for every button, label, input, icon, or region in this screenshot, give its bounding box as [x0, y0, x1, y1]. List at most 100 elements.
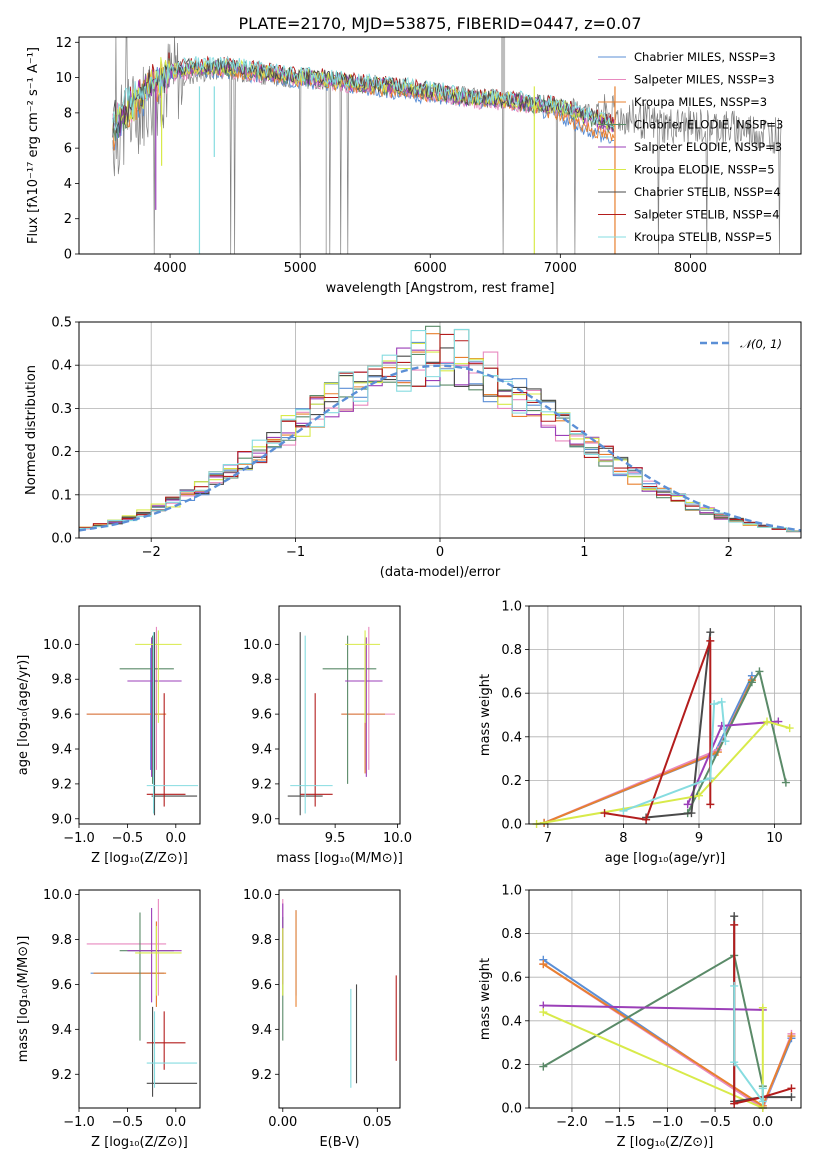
y-tick-label: 9.4 — [51, 743, 72, 758]
x-tick-label: 9.5 — [325, 831, 346, 846]
mass-weight-marker — [695, 791, 703, 800]
y-tick-label: 0 — [64, 248, 72, 263]
y-tick-label: 0.8 — [501, 927, 522, 942]
x-tick-label: 0.0 — [165, 831, 186, 846]
mass-weight-marker — [539, 1062, 548, 1071]
axes-frame — [78, 605, 201, 825]
legend-entry: 𝒩(0, 1) — [740, 337, 782, 351]
x-tick-label: −0.5 — [699, 1115, 731, 1130]
y-tick-label: 2 — [64, 212, 72, 227]
x-tick-label: 0.05 — [363, 1115, 392, 1130]
age-vs-mass-panel: 9.5 10.0 9.0 9.2 9.4 9.6 9.8 10.0 mass [log₁₀(M/… — [243, 605, 412, 866]
mass-weight-marker — [747, 678, 756, 687]
y-tick-label: 0.2 — [51, 445, 72, 460]
mass-weight-marker — [706, 800, 715, 809]
x-axis-label: E(B-V) — [319, 1135, 359, 1150]
mass-weight-marker — [763, 717, 771, 726]
mass-weight-marker — [758, 1097, 767, 1106]
mass-weight-marker — [642, 815, 651, 824]
mass-vs-z-panel: −1.0 −0.5 0.0 9.2 9.4 9.6 9.8 10.0 Z [log₁₀(Z/Z⊙… — [16, 888, 201, 1150]
mass-weight-marker — [706, 774, 715, 783]
y-axis-label: Flux [fλ10⁻¹⁷ erg cm⁻² s⁻¹ A⁻¹] — [26, 47, 41, 244]
y-tick-label: 9.6 — [51, 978, 72, 993]
mass-weight-line — [542, 1007, 764, 1110]
y-tick-label: 12 — [55, 36, 72, 51]
y-tick-label: 0.1 — [51, 488, 72, 503]
model-spectrum-kroupa-stelib — [112, 55, 615, 131]
y-tick-label: 0.6 — [501, 687, 522, 702]
y-tick-label: 9.6 — [251, 708, 272, 723]
y-tick-label: 9.4 — [251, 743, 272, 758]
histogram-salpeter-stelib — [79, 333, 801, 532]
mass-weight-marker — [730, 920, 739, 929]
legend-entry: Kroupa ELODIE, NSSP=5 — [634, 163, 775, 177]
y-tick-label: 0.4 — [501, 730, 522, 745]
x-tick-label: −0.5 — [112, 1115, 144, 1130]
y-axis-label: age [log₁₀(age/yr)] — [16, 655, 31, 776]
y-axis-label: mass weight — [478, 958, 493, 1040]
mass-weight-line — [543, 1004, 763, 1011]
mass-weight-marker — [706, 628, 715, 637]
mass-weight-marker — [539, 960, 548, 969]
massweight-vs-z-panel: −2.0 −1.5 −1.0 −0.5 0.0 0.0 0.2 0.4 0.6 0.8 1.0 Z [… — [478, 884, 802, 1150]
y-tick-label: 9.8 — [51, 673, 72, 688]
y-tick-label: 0.0 — [501, 1102, 522, 1117]
y-tick-label: 10.0 — [243, 888, 272, 903]
y-tick-label: 0.4 — [501, 1014, 522, 1029]
mass-weight-line — [604, 640, 712, 821]
y-tick-label: 0.2 — [501, 1058, 522, 1073]
spectrum-legend: Chabrier MILES, NSSP=3 Salpeter MILES, NS… — [598, 50, 783, 244]
y-tick-label: 0.0 — [51, 532, 72, 547]
y-tick-label: 0.2 — [501, 774, 522, 789]
mass-weight-marker — [781, 778, 790, 787]
x-tick-label: −1.0 — [652, 1115, 684, 1130]
legend-entry: Chabrier MILES, NSSP=3 — [634, 50, 776, 64]
legend-entry: Salpeter STELIB, NSSP=4 — [634, 208, 780, 222]
y-tick-label: 9.6 — [51, 708, 72, 723]
x-tick-label: 10.0 — [383, 831, 412, 846]
mass-weight-line — [536, 720, 790, 825]
y-axis-label: mass [log₁₀(M/M⊙)] — [16, 936, 31, 1063]
x-axis-label: Z [log₁₀(Z/Z⊙)] — [617, 1135, 714, 1150]
x-tick-label: 6000 — [414, 261, 447, 276]
legend-entry: Kroupa MILES, NSSP=3 — [634, 95, 767, 109]
y-tick-label: 10 — [55, 71, 72, 86]
mass-vs-ebv-panel: 0.00 0.05 9.2 9.4 9.6 9.8 10.0 E(B-V) — [243, 888, 401, 1150]
y-tick-label: 1.0 — [501, 600, 522, 615]
mass-weight-marker — [758, 1003, 767, 1012]
x-tick-label: −2.0 — [556, 1115, 588, 1130]
axes-frame — [78, 321, 802, 539]
y-tick-label: 6 — [64, 142, 72, 157]
mass-weight-marker — [730, 981, 739, 990]
y-tick-label: 9.8 — [251, 933, 272, 948]
axes-frame — [78, 36, 802, 255]
mass-weight-marker — [683, 800, 692, 809]
residual-histogram-panel: −2 −1 0 1 2 0.0 0.1 0.2 0.3 0.4 0.5 (data-model)/er… — [24, 316, 802, 580]
y-tick-label: 0.0 — [501, 818, 522, 833]
mass-weight-marker — [787, 1093, 796, 1102]
mass-weight-marker — [717, 697, 726, 706]
x-tick-label: −0.5 — [112, 831, 144, 846]
y-tick-label: 0.4 — [51, 359, 72, 374]
y-tick-label: 10.0 — [243, 638, 272, 653]
y-tick-label: 9.2 — [251, 777, 272, 792]
y-tick-label: 10.0 — [43, 638, 72, 653]
y-tick-label: 9.2 — [51, 1068, 72, 1083]
x-tick-label: 0.0 — [752, 1115, 773, 1130]
mass-weight-marker — [730, 1099, 739, 1108]
axes-frame — [528, 605, 802, 825]
y-tick-label: 9.8 — [251, 673, 272, 688]
mass-weight-line — [686, 668, 787, 814]
mass-weight-marker — [619, 806, 628, 815]
mass-weight-marker — [687, 809, 696, 818]
x-tick-label: 8000 — [674, 261, 707, 276]
legend-entry: Chabrier STELIB, NSSP=4 — [634, 185, 781, 199]
figure-title: PLATE=2170, MJD=53875, FIBERID=0447, z=0… — [238, 14, 641, 33]
legend-entry: Salpeter ELODIE, NSSP=3 — [634, 140, 782, 154]
y-tick-label: 4 — [64, 177, 72, 192]
legend-entry: Kroupa STELIB, NSSP=5 — [634, 230, 772, 244]
age-vs-z-panel: −1.0 −0.5 0.0 9.0 9.2 9.4 9.6 9.8 10.0 Z [log₁₀(Z… — [16, 605, 201, 866]
x-tick-label: 2 — [725, 545, 733, 560]
mass-weight-marker — [600, 809, 609, 818]
y-tick-label: 9.2 — [251, 1068, 272, 1083]
